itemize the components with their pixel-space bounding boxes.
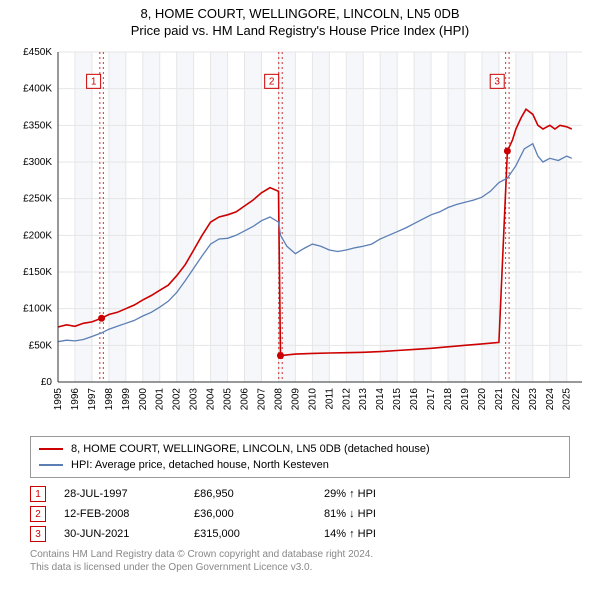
svg-text:2010: 2010: [307, 388, 318, 411]
svg-text:£0: £0: [41, 377, 53, 388]
svg-text:2022: 2022: [511, 388, 522, 411]
sale-row: 1 28-JUL-1997 £86,950 29% ↑ HPI: [30, 484, 570, 504]
sale-diff: 81% ↓ HPI: [324, 508, 444, 520]
sale-marker-icon: 3: [30, 526, 46, 542]
svg-text:£400K: £400K: [23, 84, 52, 95]
chart-svg: 1 2 3 £0 £50K £100K £150K £200K £250K £300K £350K £…: [14, 48, 586, 420]
svg-text:2021: 2021: [494, 388, 505, 411]
svg-text:2020: 2020: [477, 388, 488, 411]
sale-date: 12-FEB-2008: [64, 508, 194, 520]
svg-text:2000: 2000: [138, 388, 149, 411]
svg-text:£50K: £50K: [29, 340, 53, 351]
svg-text:£250K: £250K: [23, 194, 52, 205]
legend-item: 8, HOME COURT, WELLINGORE, LINCOLN, LN5 …: [39, 441, 561, 457]
svg-text:2002: 2002: [172, 388, 183, 411]
svg-text:1999: 1999: [121, 388, 132, 411]
plot-area: 1 2 3 £0 £50K £100K £150K £200K £250K £300K £350K £…: [14, 48, 586, 420]
svg-text:2004: 2004: [206, 388, 217, 411]
svg-text:2001: 2001: [155, 388, 166, 411]
sale-row: 2 12-FEB-2008 £36,000 81% ↓ HPI: [30, 504, 570, 524]
sale-price: £86,950: [194, 488, 324, 500]
legend-item: HPI: Average price, detached house, Nort…: [39, 457, 561, 473]
svg-text:£200K: £200K: [23, 230, 52, 241]
sale-marker-icon: 2: [30, 506, 46, 522]
svg-text:2023: 2023: [528, 388, 539, 411]
svg-text:2014: 2014: [375, 388, 386, 411]
svg-text:2016: 2016: [409, 388, 420, 411]
svg-text:1997: 1997: [87, 388, 98, 411]
svg-text:2025: 2025: [562, 388, 573, 411]
svg-text:1996: 1996: [70, 388, 81, 411]
legend: 8, HOME COURT, WELLINGORE, LINCOLN, LN5 …: [30, 436, 570, 478]
svg-text:£150K: £150K: [23, 267, 52, 278]
svg-text:1995: 1995: [53, 388, 64, 411]
svg-text:2: 2: [269, 76, 275, 87]
svg-text:2017: 2017: [426, 388, 437, 411]
sale-diff: 14% ↑ HPI: [324, 528, 444, 540]
svg-text:2003: 2003: [189, 388, 200, 411]
sale-date: 30-JUN-2021: [64, 528, 194, 540]
sale-row: 3 30-JUN-2021 £315,000 14% ↑ HPI: [30, 524, 570, 544]
sale-date: 28-JUL-1997: [64, 488, 194, 500]
svg-text:£100K: £100K: [23, 304, 52, 315]
svg-text:2013: 2013: [358, 388, 369, 411]
sale-price: £36,000: [194, 508, 324, 520]
footer-line: This data is licensed under the Open Gov…: [30, 561, 570, 574]
svg-text:2012: 2012: [341, 388, 352, 411]
sale-price: £315,000: [194, 528, 324, 540]
svg-text:2018: 2018: [443, 388, 454, 411]
sale-diff: 29% ↑ HPI: [324, 488, 444, 500]
svg-text:2005: 2005: [223, 388, 234, 411]
sale-marker-icon: 1: [30, 486, 46, 502]
svg-text:1: 1: [91, 76, 97, 87]
svg-text:2009: 2009: [290, 388, 301, 411]
svg-text:£350K: £350K: [23, 120, 52, 131]
legend-label: HPI: Average price, detached house, Nort…: [71, 459, 329, 471]
svg-text:1998: 1998: [104, 388, 115, 411]
footer: Contains HM Land Registry data © Crown c…: [30, 548, 570, 574]
legend-swatch: [39, 448, 63, 450]
svg-text:2008: 2008: [273, 388, 284, 411]
svg-text:2015: 2015: [392, 388, 403, 411]
svg-text:2006: 2006: [240, 388, 251, 411]
chart-subtitle: Price paid vs. HM Land Registry's House …: [0, 23, 600, 38]
svg-text:£450K: £450K: [23, 48, 52, 58]
legend-swatch: [39, 464, 63, 466]
svg-text:2007: 2007: [256, 388, 267, 411]
footer-line: Contains HM Land Registry data © Crown c…: [30, 548, 570, 561]
svg-text:£300K: £300K: [23, 157, 52, 168]
svg-text:3: 3: [494, 76, 500, 87]
svg-text:2019: 2019: [460, 388, 471, 411]
chart-title: 8, HOME COURT, WELLINGORE, LINCOLN, LN5 …: [0, 0, 600, 23]
legend-label: 8, HOME COURT, WELLINGORE, LINCOLN, LN5 …: [71, 443, 430, 455]
sales-table: 1 28-JUL-1997 £86,950 29% ↑ HPI 2 12-FEB…: [30, 484, 570, 544]
svg-text:2024: 2024: [545, 388, 556, 411]
svg-text:2011: 2011: [324, 388, 335, 410]
